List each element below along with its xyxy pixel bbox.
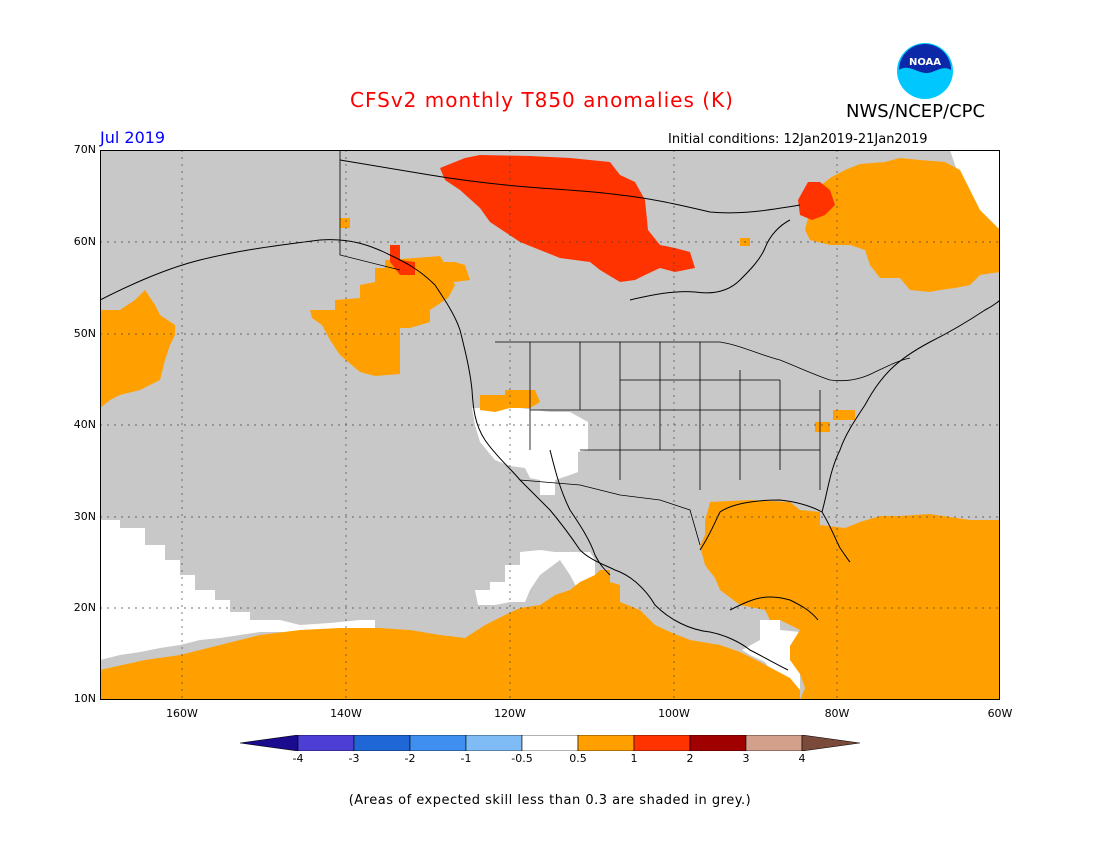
colorbar-label-minus4: -4 — [292, 752, 304, 765]
colorbar — [240, 735, 861, 751]
near-zero-area-centralamerica — [742, 620, 800, 690]
lat-label-40n: 40N — [73, 418, 96, 431]
border-us-canada — [495, 341, 911, 382]
initial-conditions: Initial conditions: 12Jan2019-21Jan2019 — [668, 132, 928, 147]
near-zero-area-hawaii — [100, 520, 375, 660]
colorbar-label-minus05: -0.5 — [511, 752, 533, 765]
coastline-east — [821, 299, 1000, 513]
colorbar-neutral — [521, 735, 579, 751]
lon-label-140w: 140W — [330, 707, 362, 720]
border-alaska — [339, 150, 401, 271]
near-zero-area-california — [472, 408, 588, 495]
colorbar-label-minus2: -2 — [404, 752, 416, 765]
map-title: CFSv2 monthly T850 anomalies (K) — [350, 88, 734, 112]
colorbar-05-to-1 — [577, 735, 635, 751]
warm-anomaly-pacific-south — [100, 570, 800, 700]
skill-footnote: (Areas of expected skill less than 0.3 a… — [348, 793, 752, 808]
warm-anomaly-oregon — [480, 390, 540, 412]
lat-label-70n: 70N — [73, 143, 96, 156]
border-us-mexico — [519, 479, 701, 546]
hot-anomaly-northern-canada — [440, 155, 695, 282]
warm-anomaly-great-lakes — [833, 410, 855, 420]
colorbar-label-minus3: -3 — [348, 752, 360, 765]
colorbar-above-4 — [801, 735, 861, 751]
warm-anomaly-gulf-of-alaska — [100, 290, 175, 408]
colorbar-label-3: 3 — [742, 752, 750, 765]
lon-label-60w: 60W — [987, 707, 1013, 720]
coastline-gulf — [699, 499, 851, 563]
warm-anomaly-bering-dot — [340, 218, 350, 228]
hot-anomaly-alaska-coast — [390, 245, 415, 275]
lat-label-10n: 10N — [73, 692, 96, 705]
forecast-month: Jul 2019 — [100, 128, 166, 147]
lon-label-80w: 80W — [824, 707, 850, 720]
anomaly-map — [100, 150, 1000, 700]
coastline-arctic — [339, 159, 801, 214]
lat-label-30n: 30N — [73, 510, 96, 523]
lon-label-120w: 120W — [494, 707, 526, 720]
colorbar-minus1-to-minus05 — [465, 735, 523, 751]
warm-anomaly-gulf-atlantic — [700, 500, 1000, 700]
colorbar-3-to-4 — [745, 735, 803, 751]
org-label: NWS/NCEP/CPC — [846, 101, 986, 122]
coastline-hudson — [629, 219, 791, 301]
warm-anomaly-ohio — [815, 422, 830, 432]
svg-text:NOAA: NOAA — [909, 57, 941, 68]
lon-label-160w: 160W — [166, 707, 198, 720]
noaa-logo: NOAA — [895, 41, 955, 101]
colorbar-minus4-to-minus3 — [297, 735, 355, 751]
near-zero-area-baja — [475, 550, 595, 605]
lat-label-20n: 20N — [73, 601, 96, 614]
coastline-baja — [549, 449, 611, 576]
hot-anomaly-baffin — [798, 182, 835, 220]
colorbar-label-4: 4 — [798, 752, 806, 765]
colorbar-1-to-2 — [633, 735, 691, 751]
lon-label-100w: 100W — [658, 707, 690, 720]
colorbar-label-05: 0.5 — [569, 752, 587, 765]
near-zero-area-greenland — [950, 150, 1000, 228]
colorbar-minus3-to-minus2 — [353, 735, 411, 751]
coastline-west — [100, 239, 789, 671]
colorbar-below-minus4 — [240, 735, 299, 751]
coastline-yucatan — [729, 596, 819, 621]
warm-anomaly-labrador — [805, 158, 1000, 292]
colorbar-label-1: 1 — [630, 752, 638, 765]
lat-label-60n: 60N — [73, 235, 96, 248]
colorbar-label-2: 2 — [686, 752, 694, 765]
colorbar-2-to-3 — [689, 735, 747, 751]
colorbar-label-minus1: -1 — [460, 752, 472, 765]
lat-label-50n: 50N — [73, 327, 96, 340]
colorbar-minus2-to-minus1 — [409, 735, 467, 751]
